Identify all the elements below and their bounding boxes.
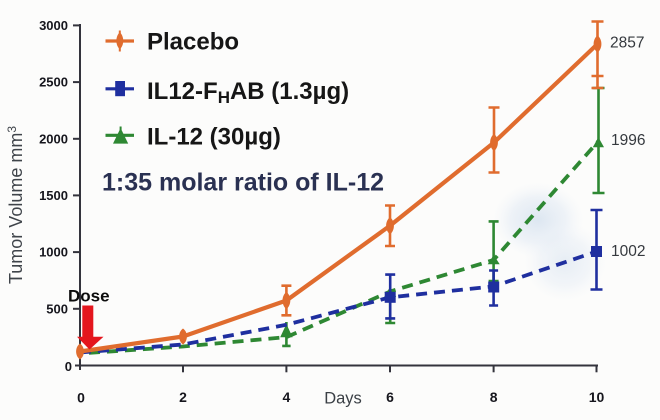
svg-text:Placebo: Placebo: [147, 29, 239, 56]
svg-text:0: 0: [77, 390, 85, 406]
svg-text:6: 6: [386, 389, 394, 405]
svg-text:IL12-FHAB (1.3µg): IL12-FHAB (1.3µg): [147, 78, 349, 107]
svg-text:0: 0: [65, 359, 72, 374]
svg-text:Days: Days: [324, 390, 362, 408]
svg-text:Tumor Volume mm3: Tumor Volume mm3: [5, 126, 26, 284]
svg-text:2857: 2857: [610, 35, 644, 52]
svg-text:2500: 2500: [39, 75, 68, 90]
svg-text:10: 10: [589, 389, 605, 405]
svg-text:8: 8: [490, 389, 498, 405]
svg-text:4: 4: [283, 389, 291, 405]
svg-text:2000: 2000: [39, 131, 68, 146]
svg-text:1:35 molar ratio of IL-12: 1:35 molar ratio of IL-12: [102, 169, 384, 197]
svg-text:1000: 1000: [39, 245, 68, 260]
svg-text:2: 2: [179, 389, 187, 405]
svg-text:1500: 1500: [39, 188, 68, 203]
svg-text:1002: 1002: [611, 243, 645, 260]
svg-text:Dose: Dose: [68, 287, 110, 306]
svg-text:IL-12 (30µg): IL-12 (30µg): [147, 124, 281, 151]
svg-text:500: 500: [46, 301, 68, 316]
svg-text:3000: 3000: [39, 18, 68, 33]
svg-text:1996: 1996: [611, 132, 645, 149]
